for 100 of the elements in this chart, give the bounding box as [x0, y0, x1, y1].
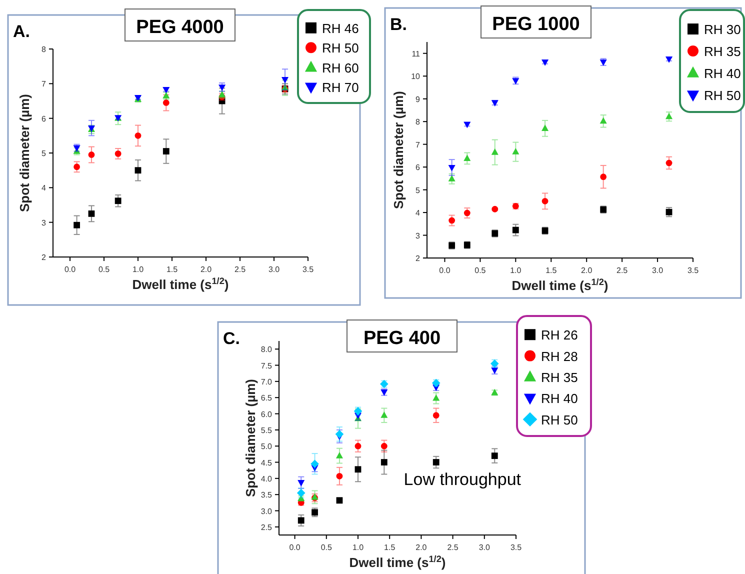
point	[74, 164, 80, 170]
y-tick-label: 6	[42, 114, 47, 124]
chart-title: PEG 400	[363, 328, 441, 349]
point	[162, 148, 170, 154]
legend-label: RH 50	[541, 412, 578, 428]
point	[432, 459, 440, 466]
legend-label: RH 40	[541, 391, 578, 406]
x-axis-title: Dwell time (s$^{1/2}$)	[349, 554, 446, 570]
legend-label: RH 26	[541, 328, 578, 343]
point	[88, 152, 95, 158]
point	[542, 198, 548, 204]
y-tick-label: 5.5	[260, 426, 273, 435]
x-tick-label: 3.5	[687, 266, 700, 275]
point	[512, 148, 520, 154]
point	[310, 460, 319, 468]
y-tick-label: 3	[42, 218, 47, 228]
point	[336, 452, 343, 458]
y-tick-label: 3.0	[260, 506, 273, 516]
x-tick-label: 2.5	[447, 543, 459, 552]
text: C.	[223, 329, 240, 348]
x-tick-label: 3.5	[510, 543, 522, 552]
point	[666, 112, 673, 120]
y-axis-title: Spot diameter (µm)	[243, 378, 258, 498]
x-tick-label: 2.5	[234, 265, 246, 274]
point	[336, 497, 343, 504]
y-tick-label: 11	[412, 49, 421, 58]
point	[336, 472, 343, 480]
point	[354, 442, 362, 450]
y-tick-label: 7.0	[260, 377, 273, 386]
point	[134, 167, 142, 174]
legend-label: RH 35	[541, 370, 578, 385]
point	[464, 210, 470, 216]
y-tick-label: 5.0	[260, 442, 273, 452]
x-tick-label: 0.0	[64, 265, 76, 274]
y-tick-label: 2	[42, 253, 47, 262]
x-tick-label: 1.0	[510, 266, 522, 275]
point	[298, 517, 304, 524]
y-tick-label: 6.5	[260, 394, 273, 403]
point	[491, 368, 498, 374]
point	[464, 154, 471, 161]
x-tick-label: 2.5	[616, 266, 628, 275]
x-tick-label: 1.5	[166, 265, 178, 274]
legend-label: RH 35	[704, 44, 741, 59]
legend-label: RH 28	[541, 348, 578, 364]
point	[666, 160, 672, 166]
y-tick-label: 4	[416, 208, 421, 218]
y-tick-label: 8	[416, 118, 421, 127]
point	[600, 117, 607, 124]
legend-label: RH 60	[322, 60, 359, 76]
x-tick-label: 1.0	[132, 265, 144, 274]
y-tick-label: 4.0	[260, 474, 273, 484]
y-tick-label: 10	[411, 72, 421, 82]
legend-label: RH 30	[704, 22, 741, 37]
point	[512, 226, 519, 234]
y-tick-label: 8.0	[260, 345, 273, 354]
y-tick-label: 4.5	[260, 458, 273, 468]
text: B.	[390, 15, 407, 34]
y-tick-label: 2.5	[260, 522, 273, 532]
x-tick-label: 3.5	[302, 265, 314, 274]
y-axis-title: Spot diameter (µm)	[391, 90, 406, 210]
legend-label: RH 70	[322, 80, 359, 96]
legend-label: RH 40	[704, 66, 741, 81]
legend-label: RH 50	[322, 40, 359, 56]
y-tick-label: 6	[416, 163, 421, 172]
x-tick-label: 0.0	[439, 266, 451, 275]
x-tick-label: 1.5	[384, 543, 396, 552]
point	[432, 394, 440, 401]
point	[542, 124, 549, 131]
x-tick-label: 0.5	[474, 266, 486, 275]
annotation: Low throughput	[404, 470, 522, 489]
point	[88, 210, 95, 217]
x-tick-label: 1.0	[352, 543, 364, 552]
y-tick-label: 7	[42, 80, 47, 89]
y-tick-label: 2	[416, 254, 421, 263]
x-tick-label: 0.5	[320, 543, 333, 552]
legend-label: RH 46	[322, 20, 359, 36]
chart-title: PEG 1000	[492, 14, 580, 35]
x-tick-label: 3.0	[478, 543, 491, 552]
y-tick-label: 3.5	[260, 490, 273, 500]
y-tick-label: 6.0	[260, 410, 273, 419]
point	[380, 412, 388, 418]
y-tick-label: 5	[42, 149, 47, 158]
point	[114, 198, 122, 204]
chart-title: PEG 4000	[136, 17, 224, 38]
point	[298, 480, 305, 486]
x-tick-label: 3.0	[652, 266, 664, 275]
point	[491, 148, 498, 155]
point	[448, 164, 456, 172]
x-axis-title: Dwell time (s$^{1/2}$)	[132, 276, 229, 292]
y-tick-label: 4	[42, 184, 47, 193]
x-tick-label: 2.0	[416, 543, 428, 552]
y-tick-label: 3	[416, 231, 421, 240]
y-tick-label: 8	[42, 45, 47, 54]
point	[600, 174, 607, 180]
x-tick-label: 0.5	[98, 265, 110, 274]
y-tick-label: 9	[416, 94, 421, 104]
point	[134, 132, 142, 139]
y-axis-title: Spot diameter (µm)	[17, 94, 32, 212]
x-tick-label: 2.0	[200, 265, 212, 274]
x-tick-label: 2.0	[581, 266, 593, 275]
